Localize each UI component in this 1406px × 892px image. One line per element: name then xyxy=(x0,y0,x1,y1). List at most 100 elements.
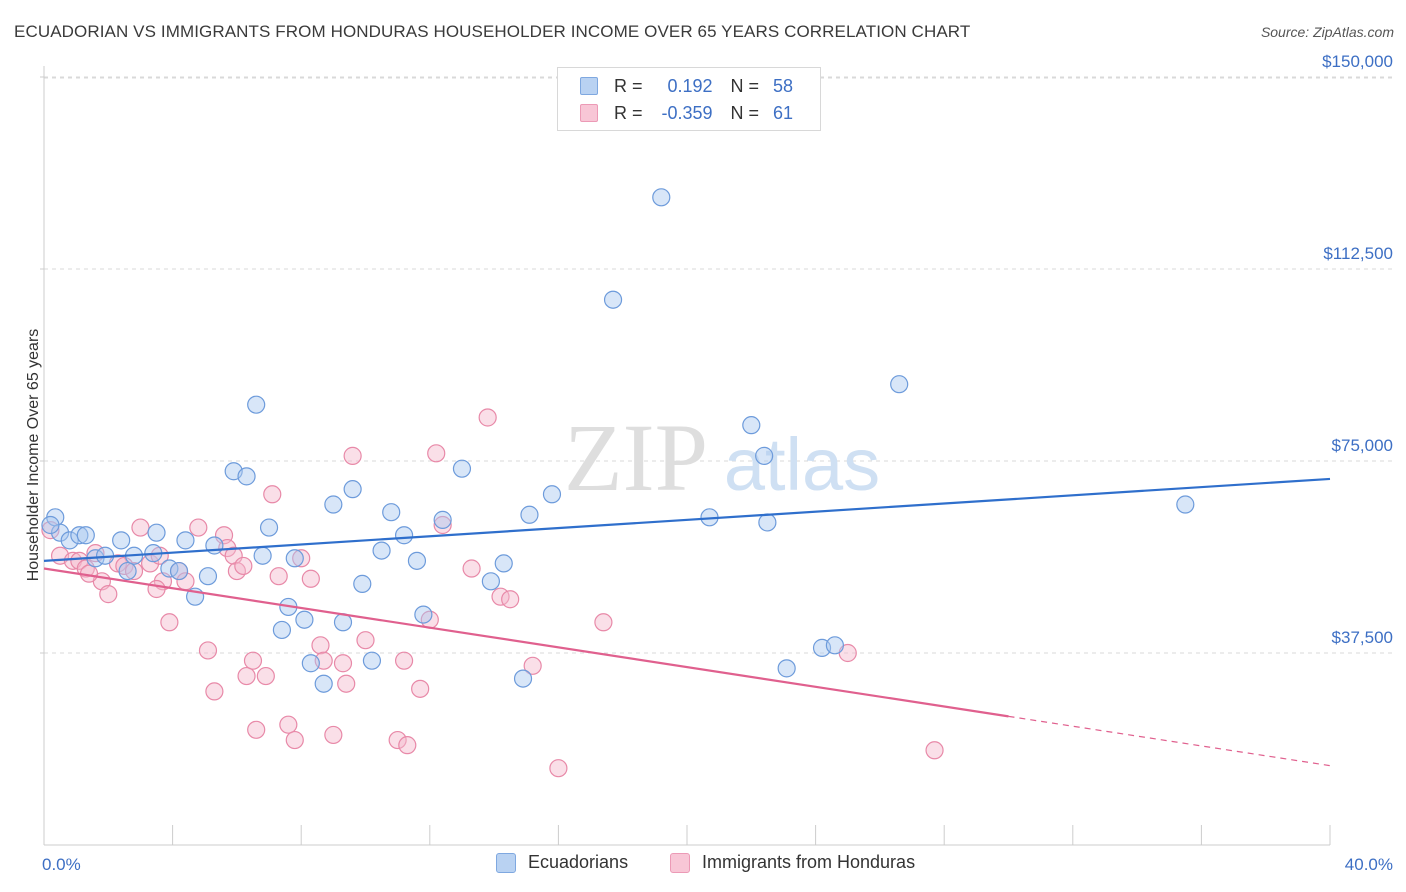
watermark-zip: ZIP xyxy=(564,404,708,511)
legend-r-label: R = xyxy=(614,75,643,96)
ecuadorian-point xyxy=(176,531,195,550)
ecuadorian-point xyxy=(112,531,131,550)
ecuadorian-point xyxy=(343,480,362,499)
honduras-point xyxy=(189,518,208,537)
honduras-point xyxy=(337,674,356,693)
legend-item-honduras: Immigrants from Honduras xyxy=(670,852,915,873)
ecuadorian-point xyxy=(825,636,844,655)
ecuadorian-point xyxy=(76,526,95,545)
honduras-point xyxy=(594,613,613,632)
x-tick-labels: 0.0% 40.0% xyxy=(42,855,1393,874)
honduras-point xyxy=(394,651,414,670)
source-label: Source: ZipAtlas.com xyxy=(1260,24,1394,40)
honduras-point xyxy=(333,654,353,673)
honduras-point xyxy=(388,730,407,750)
ecuadorian-point xyxy=(755,446,774,465)
legend-n-label: N = xyxy=(730,102,760,123)
legend-row-honduras: R = -0.359 N = 61 xyxy=(580,101,793,125)
honduras-point xyxy=(501,590,520,609)
legend-swatch-pink xyxy=(670,852,690,873)
x-tick-label: 40.0% xyxy=(1345,855,1393,874)
ecuadorian-point xyxy=(394,526,414,545)
honduras-point xyxy=(285,730,304,750)
honduras-point xyxy=(247,720,266,739)
ecuadorian-point xyxy=(481,572,500,591)
watermark-atlas: atlas xyxy=(724,423,880,506)
honduras-point xyxy=(160,613,179,632)
honduras-point xyxy=(427,444,446,463)
honduras-point xyxy=(411,679,430,698)
y-tick-label: $37,500 xyxy=(1332,628,1393,647)
honduras-point xyxy=(311,636,330,655)
ecuadorian-point xyxy=(259,518,279,537)
honduras-point xyxy=(398,736,417,755)
y-tick-labels: $37,500 $75,000 $112,500 $150,000 xyxy=(1322,52,1393,647)
ecuadorian-point xyxy=(433,510,452,529)
legend-item-ecuadorians: Ecuadorians xyxy=(496,852,628,873)
ecuadorian-point xyxy=(324,495,343,514)
ecuadorian-point xyxy=(520,505,539,524)
honduras-point xyxy=(462,559,481,578)
ecuadorian-point xyxy=(285,549,304,568)
ecuadorian-point xyxy=(50,523,70,542)
ecuadorian-point xyxy=(41,515,60,535)
ecuadorian-point xyxy=(253,546,272,565)
ecuadorian-point xyxy=(272,620,292,640)
honduras-point xyxy=(279,715,298,734)
honduras-point xyxy=(234,556,253,576)
honduras-point xyxy=(343,446,362,465)
ecuadorian-point xyxy=(494,554,513,573)
legend-row-ecuadorians: R = 0.192 N = 58 xyxy=(580,74,793,98)
ecuadorian-point xyxy=(652,188,671,207)
honduras-point xyxy=(301,569,320,588)
watermark: ZIP atlas xyxy=(564,404,880,511)
ecuadorian-point xyxy=(237,467,256,486)
ecuadorian-point xyxy=(777,659,796,678)
ecuadorian-point xyxy=(603,290,623,309)
ecuadorian-point xyxy=(372,541,391,560)
honduras-point xyxy=(99,585,118,604)
ecuadorian-point xyxy=(382,503,401,522)
legend-label-ecuadorians: Ecuadorians xyxy=(528,852,629,872)
legend-swatch-blue xyxy=(580,77,598,95)
honduras-point xyxy=(131,518,150,537)
legend-r-value: 0.192 xyxy=(667,75,713,96)
y-tick-label: $150,000 xyxy=(1322,52,1393,71)
x-tick-label: 0.0% xyxy=(42,855,81,874)
ecuadorian-point xyxy=(890,375,909,394)
honduras-point xyxy=(478,408,497,427)
ecuadorian-point xyxy=(247,395,266,414)
honduras-trend-extension xyxy=(1008,715,1331,767)
trend-lines xyxy=(43,477,1331,767)
ecuadorian-points xyxy=(41,188,1195,693)
axes xyxy=(40,66,1331,846)
y-tick-label: $112,500 xyxy=(1323,244,1393,263)
ecuadorian-point xyxy=(314,674,333,693)
ecuadorian-point xyxy=(118,561,137,581)
ecuadorian-point xyxy=(70,526,89,545)
ecuadorian-point xyxy=(147,523,166,542)
honduras-point xyxy=(256,666,275,686)
legend-swatch-blue xyxy=(496,852,516,873)
legend-n-value: 61 xyxy=(773,102,794,123)
honduras-point xyxy=(549,759,568,778)
ecuadorian-point xyxy=(758,513,777,532)
ecuadorian-point xyxy=(414,605,433,624)
honduras-point xyxy=(205,682,224,701)
correlation-legend: R = 0.192 N = 58 R = -0.359 N = 61 xyxy=(557,67,821,131)
honduras-point xyxy=(237,666,256,686)
ecuadorian-point xyxy=(295,610,314,629)
honduras-point xyxy=(269,567,288,586)
legend-swatch-pink xyxy=(580,104,598,122)
ecuadorian-point xyxy=(452,459,472,478)
ecuadorian-point xyxy=(362,651,382,670)
honduras-point xyxy=(263,485,282,504)
ecuadorian-point xyxy=(60,531,79,550)
ecuadorian-point xyxy=(742,416,761,435)
ecuadorian-point xyxy=(513,669,533,688)
legend-r-value: -0.359 xyxy=(661,102,713,123)
honduras-point xyxy=(292,549,311,568)
honduras-point xyxy=(324,725,343,745)
honduras-point xyxy=(243,651,263,670)
